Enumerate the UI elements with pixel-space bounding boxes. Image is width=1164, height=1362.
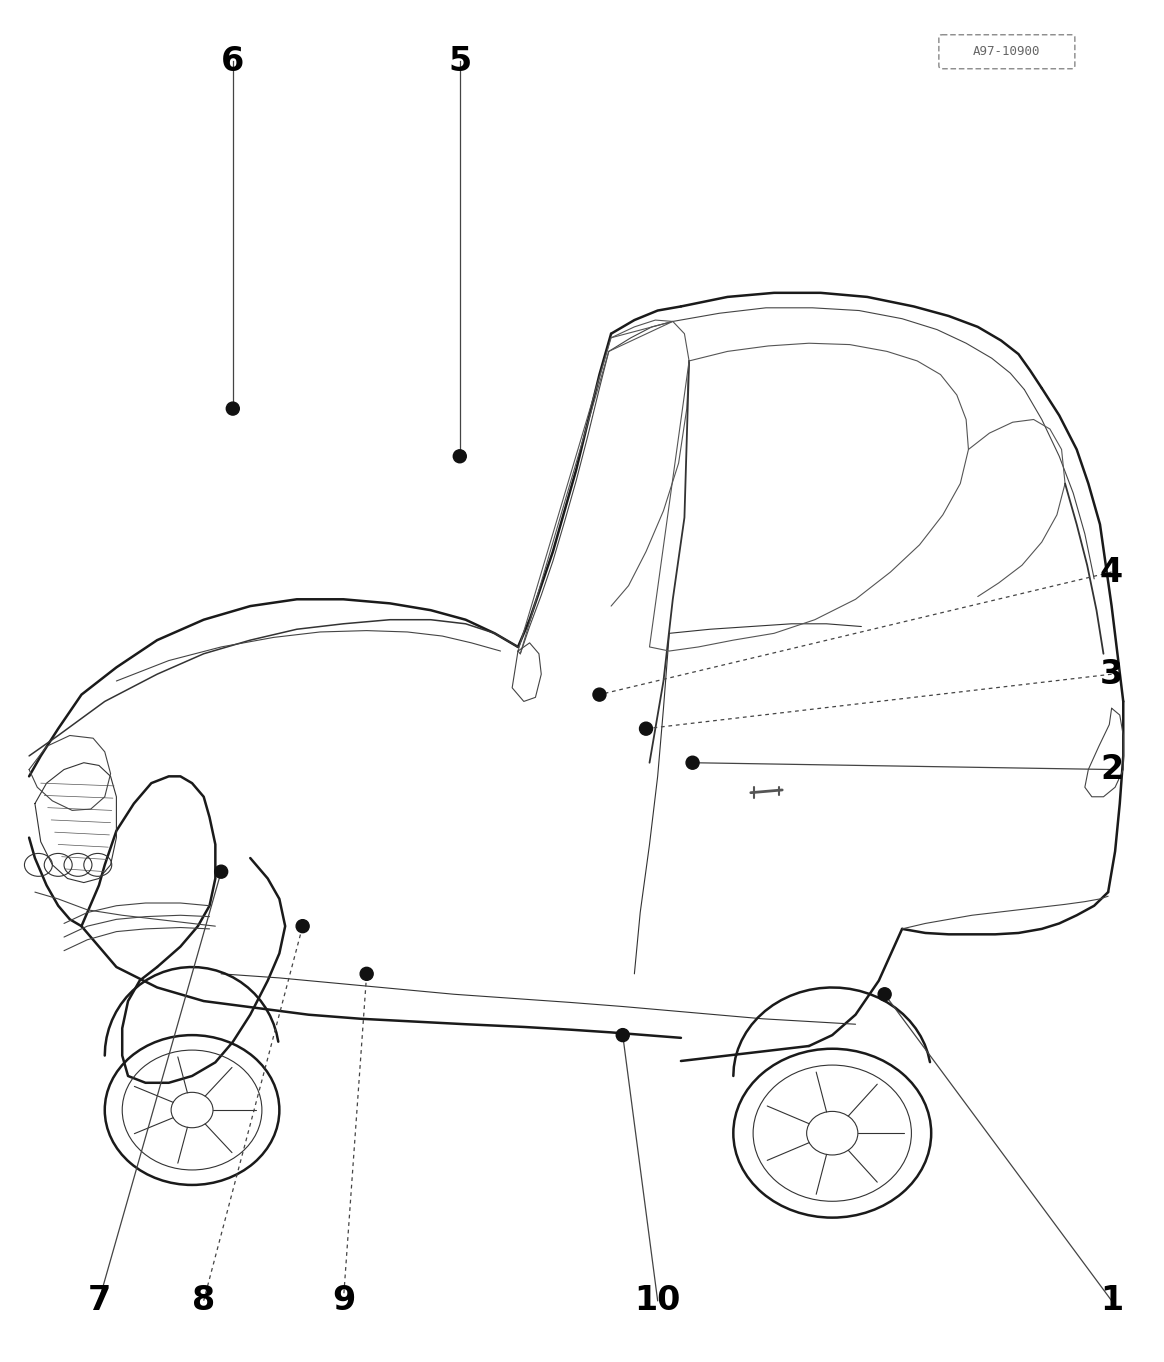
Circle shape	[214, 865, 228, 878]
Circle shape	[616, 1028, 630, 1042]
Text: 7: 7	[87, 1284, 111, 1317]
Text: 8: 8	[192, 1284, 215, 1317]
Text: 10: 10	[634, 1284, 681, 1317]
Circle shape	[226, 402, 240, 415]
Text: 9: 9	[332, 1284, 355, 1317]
Circle shape	[453, 449, 467, 463]
Circle shape	[592, 688, 606, 701]
Circle shape	[686, 756, 700, 770]
Circle shape	[296, 919, 310, 933]
FancyBboxPatch shape	[939, 35, 1074, 68]
Text: 2: 2	[1100, 753, 1123, 786]
Text: 1: 1	[1100, 1284, 1123, 1317]
Circle shape	[360, 967, 374, 981]
Text: 4: 4	[1100, 556, 1123, 588]
Text: 5: 5	[448, 45, 471, 78]
Circle shape	[639, 722, 653, 735]
Text: A97-10900: A97-10900	[973, 45, 1041, 59]
Text: 3: 3	[1100, 658, 1123, 691]
Circle shape	[878, 987, 892, 1001]
Text: 6: 6	[221, 45, 244, 78]
